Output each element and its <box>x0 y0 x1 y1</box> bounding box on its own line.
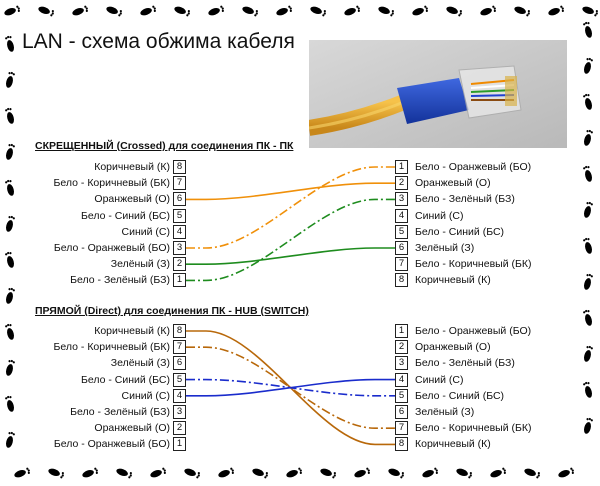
left-pin-box: 6 <box>173 192 186 207</box>
left-pin-box: 4 <box>173 388 186 403</box>
right-wire-label: Бело - Коричневый (БК) <box>415 422 532 435</box>
left-wire-label: Зелёный (З) <box>110 258 170 271</box>
rj45-connector-photo <box>309 40 567 148</box>
left-wire-label: Бело - Синий (БС) <box>80 373 170 386</box>
wire-line <box>186 378 395 397</box>
right-pin-box: 6 <box>395 405 408 419</box>
right-wire-label: Синий (С) <box>415 209 464 222</box>
right-wire-label: Зелёный (З) <box>415 242 475 254</box>
left-wire-label: Зелёный (З) <box>110 357 170 370</box>
left-pin-box: 7 <box>173 340 186 355</box>
left-wire-label: Синий (С) <box>121 225 170 238</box>
left-wire-label: Оранжевый (О) <box>94 422 170 435</box>
wire-line <box>186 247 395 265</box>
right-pin-box: 6 <box>395 241 408 255</box>
right-pin-box: 2 <box>395 340 408 355</box>
right-wire-label: Бело - Оранжевый (БО) <box>415 161 532 173</box>
right-wire-label: Бело - Коричневый (БК) <box>415 258 532 271</box>
right-pin-box: 3 <box>395 356 408 371</box>
left-wire-label: Коричневый (К) <box>94 325 170 337</box>
left-wire-label: Бело - Зелёный (БЗ) <box>70 406 170 418</box>
left-pin-box: 2 <box>173 257 186 272</box>
left-pin-box: 3 <box>173 241 186 255</box>
wire-line <box>186 182 395 201</box>
direct-heading: ПРЯМОЙ (Direct) для соединения ПК - HUB … <box>35 305 309 317</box>
left-pin-box: 2 <box>173 421 186 436</box>
right-wire-label: Бело - Зелёный (БЗ) <box>415 357 515 370</box>
left-pin-box: 1 <box>173 273 186 288</box>
right-pin-box: 4 <box>395 372 408 387</box>
left-pin-box: 7 <box>173 176 186 191</box>
right-wire-label: Коричневый (К) <box>415 438 491 451</box>
left-pin-box: 8 <box>173 160 186 174</box>
left-wire-label: Бело - Коричневый (БК) <box>53 341 170 354</box>
left-wire-label: Синий (С) <box>121 389 170 402</box>
right-wire-label: Бело - Синий (БС) <box>415 389 505 402</box>
left-wire-label: Коричневый (К) <box>94 161 170 173</box>
right-wire-label: Оранжевый (О) <box>415 177 491 190</box>
page-title: LAN - схема обжима кабеля <box>22 30 295 53</box>
wire-line <box>186 166 395 249</box>
right-pin-box: 5 <box>395 224 408 239</box>
right-pin-box: 4 <box>395 208 408 223</box>
right-wire-label: Синий (С) <box>415 373 464 386</box>
left-pin-box: 5 <box>173 372 186 387</box>
right-wire-label: Оранжевый (О) <box>415 341 491 354</box>
right-pin-box: 7 <box>395 421 408 436</box>
left-wire-label: Бело - Оранжевый (БО) <box>53 438 170 451</box>
left-pin-box: 4 <box>173 224 186 239</box>
right-pin-box: 3 <box>395 192 408 207</box>
right-pin-box: 1 <box>395 324 408 338</box>
right-wire-label: Коричневый (К) <box>415 274 491 287</box>
left-wire-label: Бело - Синий (БС) <box>80 209 170 222</box>
wire-line <box>186 198 395 282</box>
right-wire-label: Бело - Зелёный (БЗ) <box>415 193 515 206</box>
left-wire-label: Бело - Зелёный (БЗ) <box>70 274 170 287</box>
left-pin-box: 5 <box>173 208 186 223</box>
right-pin-box: 8 <box>395 273 408 288</box>
right-pin-box: 7 <box>395 257 408 272</box>
left-pin-box: 1 <box>173 437 186 452</box>
left-pin-box: 6 <box>173 356 186 371</box>
left-wire-label: Оранжевый (О) <box>94 193 170 206</box>
crossed-heading: СКРЕЩЕННЫЙ (Crossed) для соединения ПК -… <box>35 140 294 152</box>
left-pin-box: 3 <box>173 405 186 419</box>
left-wire-label: Бело - Коричневый (БК) <box>53 177 170 190</box>
right-pin-box: 2 <box>395 176 408 191</box>
right-wire-label: Бело - Оранжевый (БО) <box>415 325 532 337</box>
right-pin-box: 1 <box>395 160 408 174</box>
right-wire-label: Бело - Синий (БС) <box>415 225 505 238</box>
right-wire-label: Зелёный (З) <box>415 406 475 418</box>
right-pin-box: 5 <box>395 388 408 403</box>
right-pin-box: 8 <box>395 437 408 452</box>
left-pin-box: 8 <box>173 324 186 338</box>
left-wire-label: Бело - Оранжевый (БО) <box>53 242 170 254</box>
